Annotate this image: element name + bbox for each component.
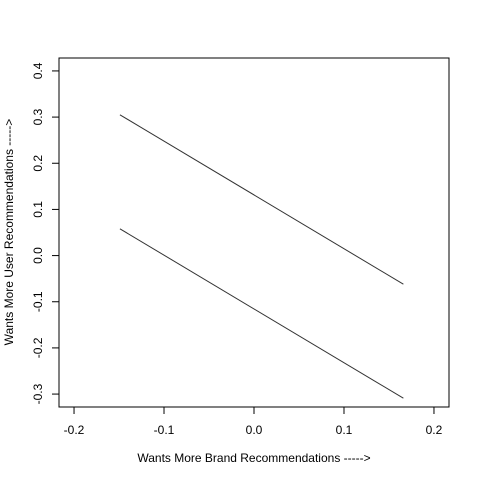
y-tick-label: 0.4 xyxy=(31,62,45,79)
x-tick-label: 0.0 xyxy=(246,423,263,437)
y-tick-label: 0.1 xyxy=(31,201,45,218)
x-tick-label: -0.2 xyxy=(64,423,85,437)
plot-box xyxy=(58,57,450,408)
data-line xyxy=(119,228,404,399)
x-tick-label: -0.1 xyxy=(154,423,175,437)
y-tick-label: -0.2 xyxy=(31,337,45,358)
y-tick-label: 0.3 xyxy=(31,108,45,125)
y-tick-label: 0.0 xyxy=(31,247,45,264)
y-tick-label: 0.2 xyxy=(31,155,45,172)
y-tick-label: -0.3 xyxy=(31,383,45,404)
x-tick-label: 0.1 xyxy=(336,423,353,437)
x-axis-label: Wants More Brand Recommendations -----> xyxy=(137,451,370,465)
y-tick-label: -0.1 xyxy=(31,291,45,312)
data-line xyxy=(119,114,404,285)
y-axis-label: Wants More User Recommendations -----> xyxy=(2,119,16,346)
x-tick-label: 0.2 xyxy=(426,423,443,437)
